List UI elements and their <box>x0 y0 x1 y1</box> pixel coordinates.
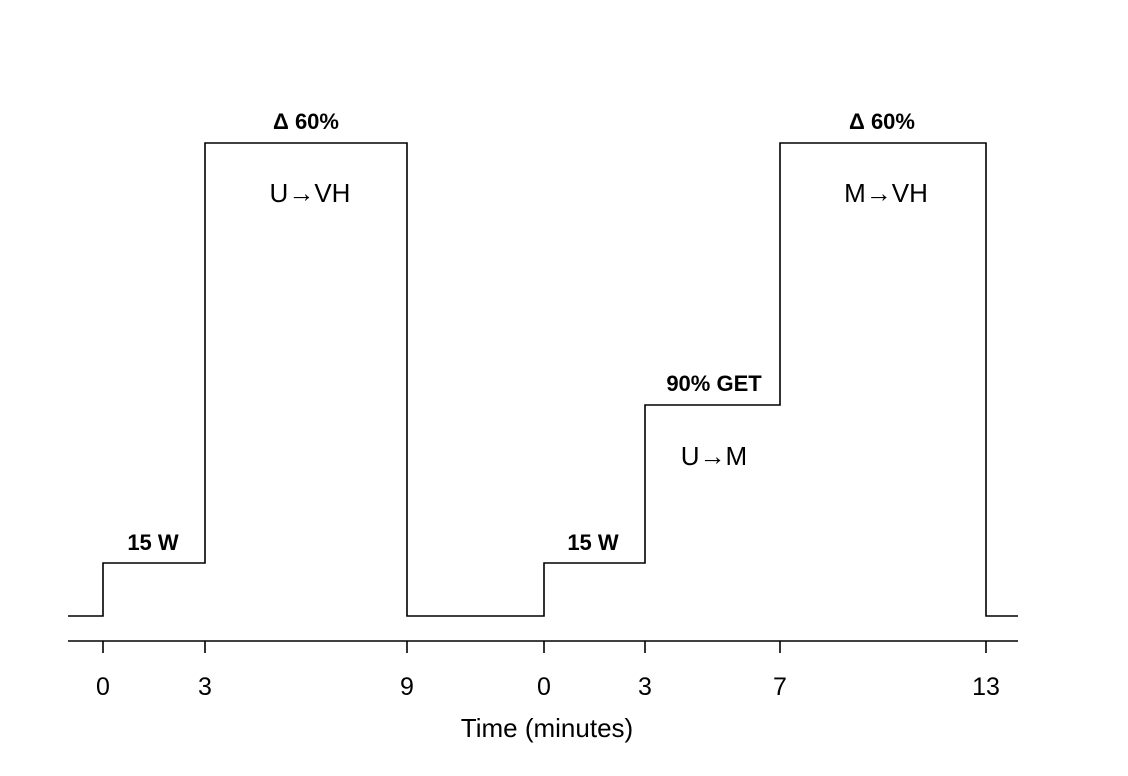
step-sublabel: M→VH <box>844 178 928 208</box>
x-tick-label: 3 <box>198 673 212 701</box>
x-tick-label: 3 <box>638 673 652 701</box>
step-label: Δ 60% <box>849 109 915 134</box>
step-sublabel: U→M <box>681 441 747 471</box>
step-label: 15 W <box>567 530 619 555</box>
step-label: Δ 60% <box>273 109 339 134</box>
x-tick-label: 0 <box>96 673 110 701</box>
step-label: 15 W <box>127 530 179 555</box>
x-tick-label: 13 <box>972 673 1000 701</box>
step-sublabel: U→VH <box>270 178 351 208</box>
step-label: 90% GET <box>666 371 762 396</box>
x-tick-label: 7 <box>773 673 787 701</box>
x-axis-title: Time (minutes) <box>461 713 633 743</box>
x-tick-label: 0 <box>537 673 551 701</box>
x-tick-label: 9 <box>400 673 414 701</box>
power-profile-trace <box>68 142 1018 617</box>
